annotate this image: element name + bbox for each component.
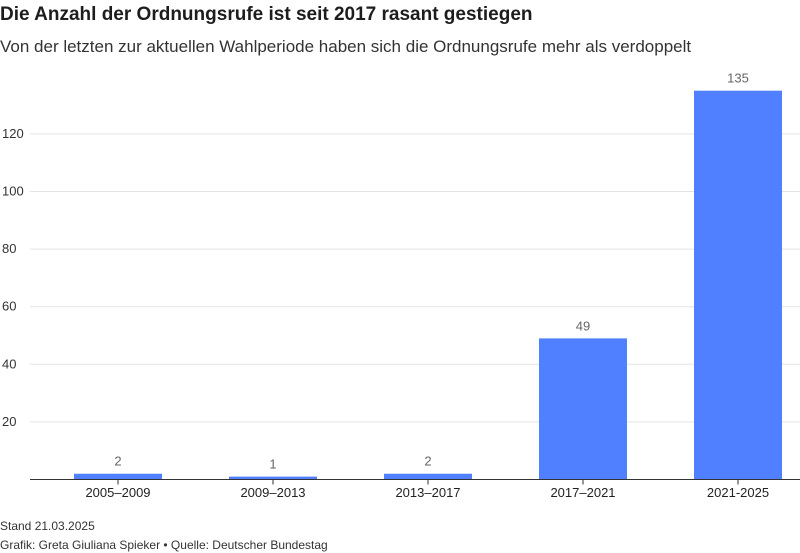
bars <box>74 90 782 480</box>
y-tick-label: 40 <box>2 356 16 371</box>
x-tick-label: 2005–2009 <box>85 485 150 500</box>
y-tick-label: 20 <box>2 414 16 429</box>
bar-2021-2025 <box>694 90 782 480</box>
bar-2013–2017 <box>384 473 472 480</box>
bar-value-label: 2 <box>424 454 431 469</box>
x-tick-label: 2017–2021 <box>550 485 615 500</box>
x-tick-label: 2009–2013 <box>240 485 305 500</box>
chart-subtitle: Von der letzten zur aktuellen Wahlperiod… <box>0 37 692 56</box>
gridlines <box>30 133 800 423</box>
bar-value-label: 49 <box>576 318 590 333</box>
y-tick-label: 100 <box>2 184 24 199</box>
x-tick-label: 2013–2017 <box>395 485 460 500</box>
bar-2009–2013 <box>229 476 317 480</box>
y-tick-label: 80 <box>2 241 16 256</box>
footer-credit: Grafik: Greta Giuliana Spieker • Quelle:… <box>0 538 328 552</box>
bar-2017–2021 <box>539 338 627 480</box>
value-labels: 2 1 2 49 135 <box>114 71 748 472</box>
bar-value-label: 2 <box>114 454 121 469</box>
x-axis-ticks: 2005–2009 2009–2013 2013–2017 2017–2021 2021… <box>85 479 769 500</box>
y-tick-label: 120 <box>2 126 24 141</box>
y-tick-label: 60 <box>2 299 16 314</box>
bar-value-label: 1 <box>269 457 276 472</box>
chart-title: Die Anzahl der Ordnungsrufe ist seit 201… <box>0 4 533 25</box>
footer-date: Stand 21.03.2025 <box>0 519 95 533</box>
bar-2005–2009 <box>74 473 162 480</box>
bar-value-label: 135 <box>727 71 749 86</box>
x-tick-label: 2021-2025 <box>707 485 769 500</box>
y-axis-ticks: 20 40 60 80 100 120 <box>2 126 24 429</box>
